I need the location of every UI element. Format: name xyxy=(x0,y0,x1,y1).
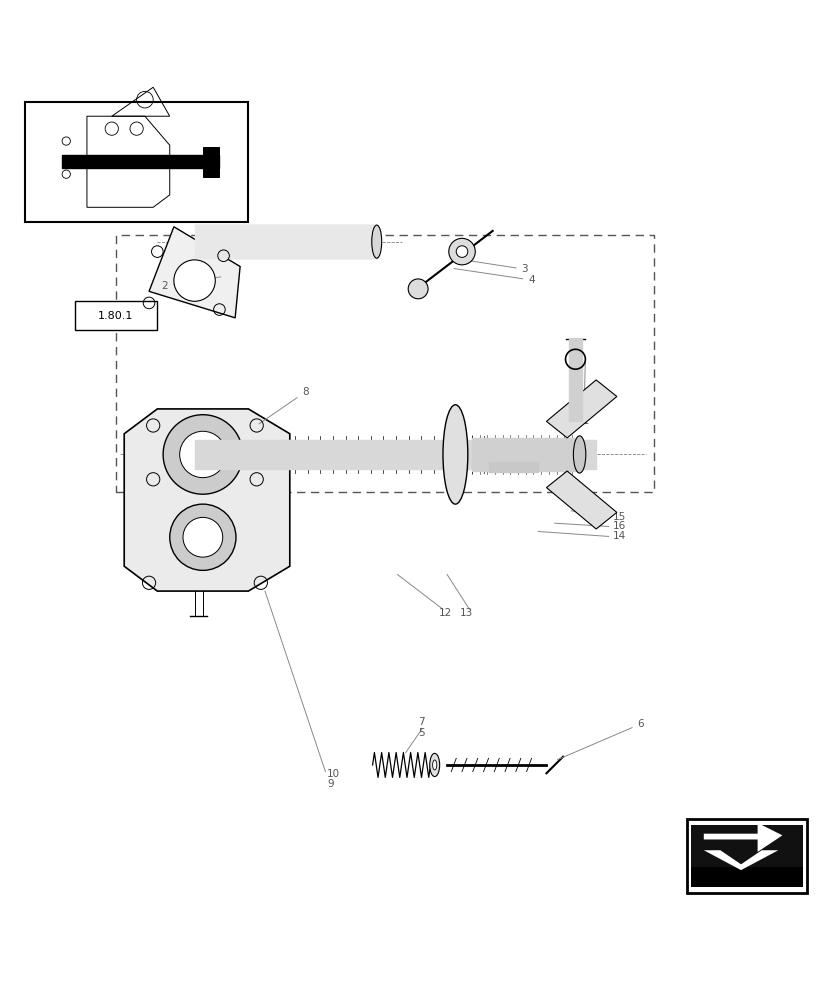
Circle shape xyxy=(456,246,467,257)
Circle shape xyxy=(183,517,222,557)
Polygon shape xyxy=(203,147,219,177)
Text: 12: 12 xyxy=(438,608,452,618)
Text: 1.80.1: 1.80.1 xyxy=(98,311,133,321)
Text: 4: 4 xyxy=(453,269,534,285)
Circle shape xyxy=(170,504,236,570)
Polygon shape xyxy=(691,867,802,887)
Circle shape xyxy=(163,415,242,494)
Text: 10: 10 xyxy=(327,769,340,779)
Polygon shape xyxy=(546,380,616,438)
FancyBboxPatch shape xyxy=(74,301,157,330)
Ellipse shape xyxy=(429,753,439,777)
Ellipse shape xyxy=(572,436,586,473)
Polygon shape xyxy=(703,823,782,852)
FancyBboxPatch shape xyxy=(686,819,806,893)
Text: 6: 6 xyxy=(557,719,643,760)
Text: 13: 13 xyxy=(459,608,472,618)
Circle shape xyxy=(448,238,475,265)
Ellipse shape xyxy=(432,760,437,770)
Text: 3: 3 xyxy=(466,260,528,274)
FancyBboxPatch shape xyxy=(691,825,802,887)
Text: 14: 14 xyxy=(612,531,625,541)
Ellipse shape xyxy=(371,225,381,258)
Text: 5: 5 xyxy=(418,728,424,738)
Polygon shape xyxy=(124,409,289,591)
Text: 8: 8 xyxy=(259,387,308,424)
Text: 7: 7 xyxy=(418,717,424,727)
Text: 16: 16 xyxy=(612,521,625,531)
FancyBboxPatch shape xyxy=(25,102,248,222)
Text: 15: 15 xyxy=(612,512,625,522)
Circle shape xyxy=(174,260,215,301)
Ellipse shape xyxy=(442,405,467,504)
Text: 11: 11 xyxy=(576,362,590,426)
Polygon shape xyxy=(149,227,240,318)
Text: 2: 2 xyxy=(161,277,221,291)
Polygon shape xyxy=(703,850,777,870)
Circle shape xyxy=(408,279,428,299)
Polygon shape xyxy=(546,471,616,529)
Text: 1: 1 xyxy=(566,341,575,419)
Text: 9: 9 xyxy=(327,779,333,789)
Circle shape xyxy=(179,431,226,478)
